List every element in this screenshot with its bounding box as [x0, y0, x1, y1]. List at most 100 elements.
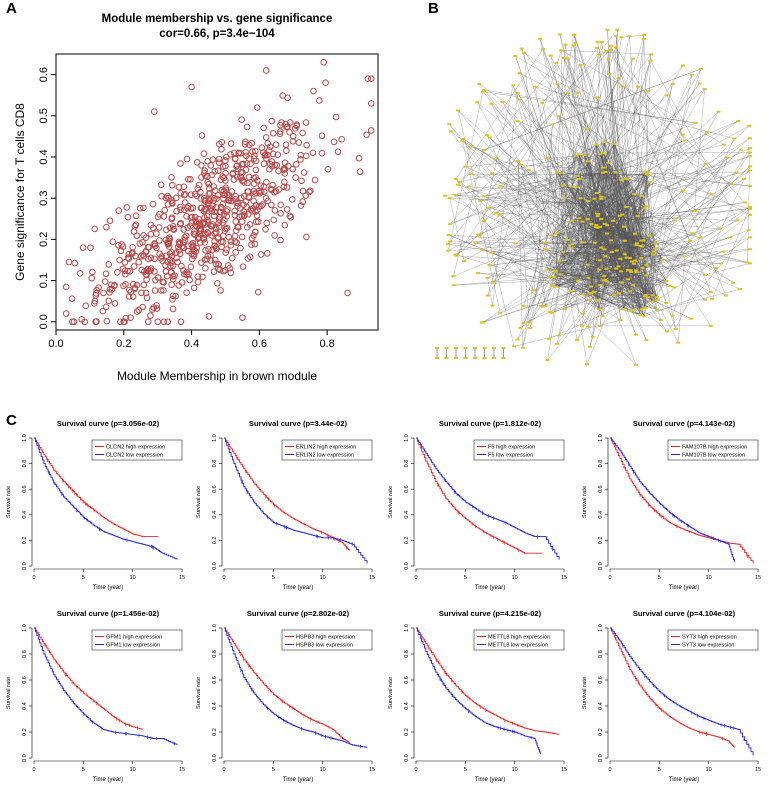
network-edge	[604, 45, 611, 143]
network-edge	[541, 218, 580, 307]
network-edge	[533, 124, 553, 291]
data-point	[257, 251, 265, 258]
data-point	[204, 157, 211, 165]
data-point	[200, 150, 208, 157]
data-point	[189, 239, 197, 247]
network-node	[619, 179, 624, 182]
network-edge	[586, 257, 631, 365]
network-edge	[589, 250, 617, 347]
data-point	[133, 308, 141, 315]
network-edge	[491, 103, 583, 295]
network-node	[605, 224, 610, 227]
network-node	[748, 147, 752, 150]
network-node	[680, 133, 685, 136]
data-point	[270, 216, 278, 224]
x-tick-label: 10	[320, 575, 326, 581]
network-edge	[694, 88, 705, 212]
data-point	[322, 79, 329, 86]
network-edge	[449, 124, 583, 295]
data-point	[124, 213, 132, 221]
network-edge	[517, 92, 633, 262]
data-point	[310, 87, 317, 95]
network-node	[608, 44, 613, 47]
network-node	[498, 311, 503, 314]
y-tick-label: 0.8	[598, 460, 604, 468]
network-node	[596, 308, 601, 311]
network-edge	[631, 237, 751, 273]
network-edges	[444, 29, 751, 365]
x-tick-label: 5	[272, 575, 275, 581]
network-node	[597, 53, 602, 56]
network-node	[554, 61, 559, 64]
network-node	[595, 215, 600, 218]
data-point	[183, 271, 190, 278]
network-edge	[631, 261, 706, 276]
network-node	[572, 33, 577, 36]
network-node	[533, 85, 538, 88]
network-node	[641, 239, 646, 242]
network-edge	[609, 73, 625, 255]
network-node	[748, 151, 752, 154]
data-point	[169, 272, 177, 280]
network-node	[553, 270, 558, 273]
network-edge	[457, 62, 557, 185]
network-edge	[561, 178, 580, 275]
network-node	[595, 299, 600, 302]
network-edge	[494, 159, 591, 294]
data-point	[367, 100, 375, 107]
network-node	[519, 47, 524, 50]
y-tick-label: 0.4	[598, 702, 604, 710]
legend-entry: ERLIN2 low expression	[296, 453, 354, 459]
network-edge	[590, 286, 661, 321]
network-edge	[601, 198, 621, 321]
y-tick-label: 0.8	[22, 460, 28, 468]
y-axis-label: Survival rate	[196, 677, 202, 709]
network-edge	[598, 206, 751, 310]
data-point	[195, 215, 202, 223]
network-edge	[555, 286, 599, 310]
network-node	[578, 63, 583, 66]
data-point	[230, 149, 238, 157]
network-node	[596, 96, 601, 99]
network-node	[600, 315, 605, 318]
network-edge	[486, 135, 637, 271]
data-point	[276, 130, 284, 138]
network-node	[585, 325, 590, 328]
network-edge	[450, 122, 696, 225]
data-point	[92, 292, 100, 299]
data-point	[288, 196, 296, 203]
network-edge	[652, 248, 656, 302]
network-edge	[455, 254, 642, 310]
data-point	[175, 282, 182, 289]
network-node	[597, 259, 602, 262]
network-edge	[656, 138, 735, 298]
survival-curve	[416, 437, 560, 560]
data-point	[244, 179, 251, 187]
network-edge	[615, 172, 751, 187]
data-point	[200, 194, 208, 202]
data-point	[205, 313, 213, 320]
data-point	[298, 177, 305, 185]
network-edge	[567, 58, 626, 179]
network-edge	[604, 202, 746, 225]
network-edge	[477, 102, 595, 199]
network-node	[517, 72, 522, 75]
legend-entry: CLCN2 low expression	[106, 453, 163, 459]
legend-entry: FAM107B high expression	[682, 445, 747, 451]
y-tick-label: 1.0	[598, 624, 604, 632]
network-node	[627, 35, 632, 38]
data-point	[109, 238, 117, 245]
network-node	[626, 278, 631, 281]
data-point	[151, 242, 159, 250]
data-point	[284, 94, 291, 102]
network-edge	[574, 34, 636, 234]
data-point	[320, 58, 328, 66]
data-point	[194, 273, 202, 280]
network-edge	[547, 157, 596, 228]
km-title: Survival curve (p=3.056e-02)	[57, 419, 160, 428]
network-edge	[588, 226, 625, 278]
survival-curve	[416, 437, 543, 554]
network-edge	[559, 34, 620, 294]
data-point	[281, 221, 289, 229]
network-edge	[449, 124, 592, 287]
